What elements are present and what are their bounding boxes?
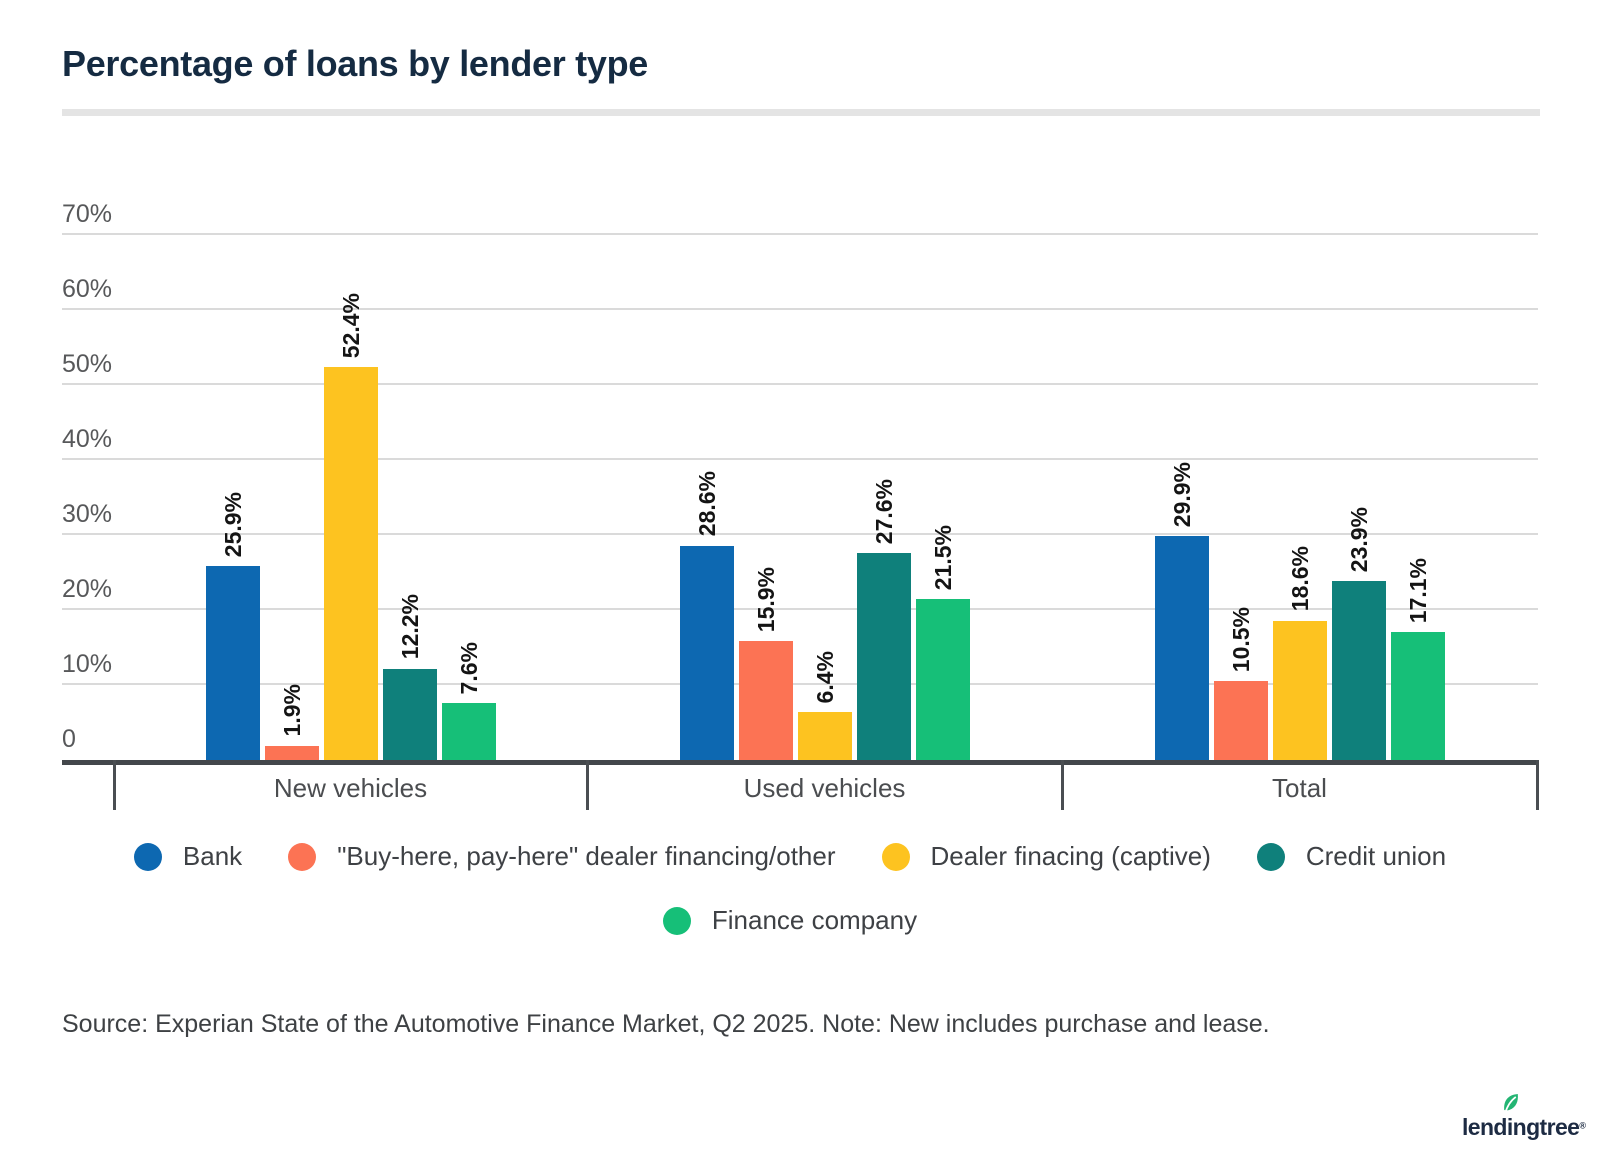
bar-value-label: 28.6%	[693, 471, 720, 537]
x-axis-tick	[1061, 760, 1064, 810]
bar-value-label: 23.9%	[1345, 506, 1372, 572]
bar-dealer-finacing-captive-used-vehicles	[797, 712, 852, 760]
gridline	[62, 233, 1538, 235]
y-axis-tick-label: 70%	[62, 200, 113, 228]
legend-dot-icon	[288, 842, 317, 871]
x-axis-tick	[113, 760, 116, 810]
y-axis-tick-label: 40%	[62, 425, 113, 453]
legend-dot-icon	[133, 842, 162, 871]
x-axis-line	[62, 760, 1538, 765]
bar-value-label: 18.6%	[1286, 546, 1313, 612]
x-axis-category-label: New vehicles	[273, 773, 428, 803]
leaf-icon	[1504, 1094, 1518, 1114]
bar-buy-here-pay-here-dealer-financing-other-total	[1213, 681, 1268, 760]
legend-dot-icon	[662, 906, 691, 935]
bar-credit-union-total	[1331, 580, 1386, 760]
gridline	[62, 683, 1538, 685]
chart-title: Percentage of loans by lender type	[62, 43, 648, 84]
legend-row-1: Bank "Buy-here, pay-here" dealer financin…	[52, 841, 1528, 872]
legend-item-buy-here-pay-here-dealer-financing-other: "Buy-here, pay-here" dealer financing/ot…	[288, 841, 836, 872]
x-axis-tick	[586, 760, 589, 810]
bar-buy-here-pay-here-dealer-financing-other-used-vehicles	[738, 640, 793, 760]
bar-value-label: 10.5%	[1227, 607, 1254, 673]
y-axis-tick-label: 30%	[62, 500, 113, 528]
bar-dealer-finacing-captive-new-vehicles	[323, 367, 378, 760]
legend-item-credit-union: Credit union	[1256, 841, 1447, 872]
bar-finance-company-new-vehicles	[441, 703, 496, 760]
legend-item-label: Finance company	[711, 905, 918, 935]
y-axis-tick-label: 0	[62, 725, 76, 753]
y-axis-tick-label: 50%	[62, 350, 113, 378]
bar-bank-total	[1154, 535, 1209, 760]
gridline	[62, 383, 1538, 385]
gridline	[62, 533, 1538, 535]
y-axis-tick-label: 10%	[62, 650, 113, 678]
bar-value-label: 7.6%	[455, 641, 482, 694]
title-divider	[62, 109, 1540, 116]
chart-area: 70% 60% 50% 40% 30% 20% 10% 0 New vehicles Used v…	[62, 190, 1539, 810]
bar-value-label: 17.1%	[1404, 557, 1431, 623]
legend-item-dealer-finacing-captive: Dealer finacing (captive)	[881, 841, 1211, 872]
y-axis-tick-label: 60%	[62, 275, 113, 303]
bar-bank-used-vehicles	[679, 545, 734, 760]
legend-dot-icon	[1256, 842, 1285, 871]
bar-value-label: 15.9%	[752, 566, 779, 632]
bar-value-label: 29.9%	[1168, 461, 1195, 527]
bar-value-label: 1.9%	[278, 684, 305, 737]
logo-text: lendingtree	[1461, 1114, 1580, 1140]
lendingtree-logo: lendingtree®	[1462, 1092, 1586, 1162]
legend-item-label: Bank	[182, 841, 243, 871]
x-axis-category-label: Total	[1272, 773, 1327, 803]
bar-dealer-finacing-captive-total	[1272, 620, 1327, 760]
legend-item-label: "Buy-here, pay-here" dealer financing/ot…	[337, 841, 836, 871]
bar-value-label: 52.4%	[337, 292, 364, 358]
bar-value-label: 6.4%	[811, 650, 838, 703]
y-axis-tick-label: 20%	[62, 575, 113, 603]
legend-item-finance-company: Finance company	[662, 905, 918, 936]
bar-credit-union-new-vehicles	[382, 668, 437, 760]
legend-item-label: Credit union	[1305, 841, 1447, 871]
bar-credit-union-used-vehicles	[856, 553, 911, 760]
x-axis-tick	[1536, 760, 1539, 810]
bar-value-label: 25.9%	[219, 491, 246, 557]
legend-dot-icon	[881, 842, 910, 871]
registered-mark: ®	[1579, 1120, 1586, 1131]
bar-finance-company-used-vehicles	[915, 598, 970, 760]
bar-bank-new-vehicles	[205, 565, 260, 760]
bar-value-label: 27.6%	[870, 478, 897, 544]
gridline	[62, 308, 1538, 310]
source-note: Source: Experian State of the Automotive…	[62, 1010, 1270, 1038]
bar-finance-company-total	[1390, 631, 1445, 760]
gridline	[62, 608, 1538, 610]
x-axis-category-label: Used vehicles	[743, 773, 906, 803]
bar-value-label: 21.5%	[929, 524, 956, 590]
bar-value-label: 12.2%	[396, 594, 423, 660]
legend-item-bank: Bank	[133, 841, 243, 872]
bar-buy-here-pay-here-dealer-financing-other-new-vehicles	[264, 745, 319, 760]
legend-item-label: Dealer finacing (captive)	[930, 841, 1211, 871]
legend-row-2: Finance company	[52, 905, 1528, 936]
gridline	[62, 458, 1538, 460]
